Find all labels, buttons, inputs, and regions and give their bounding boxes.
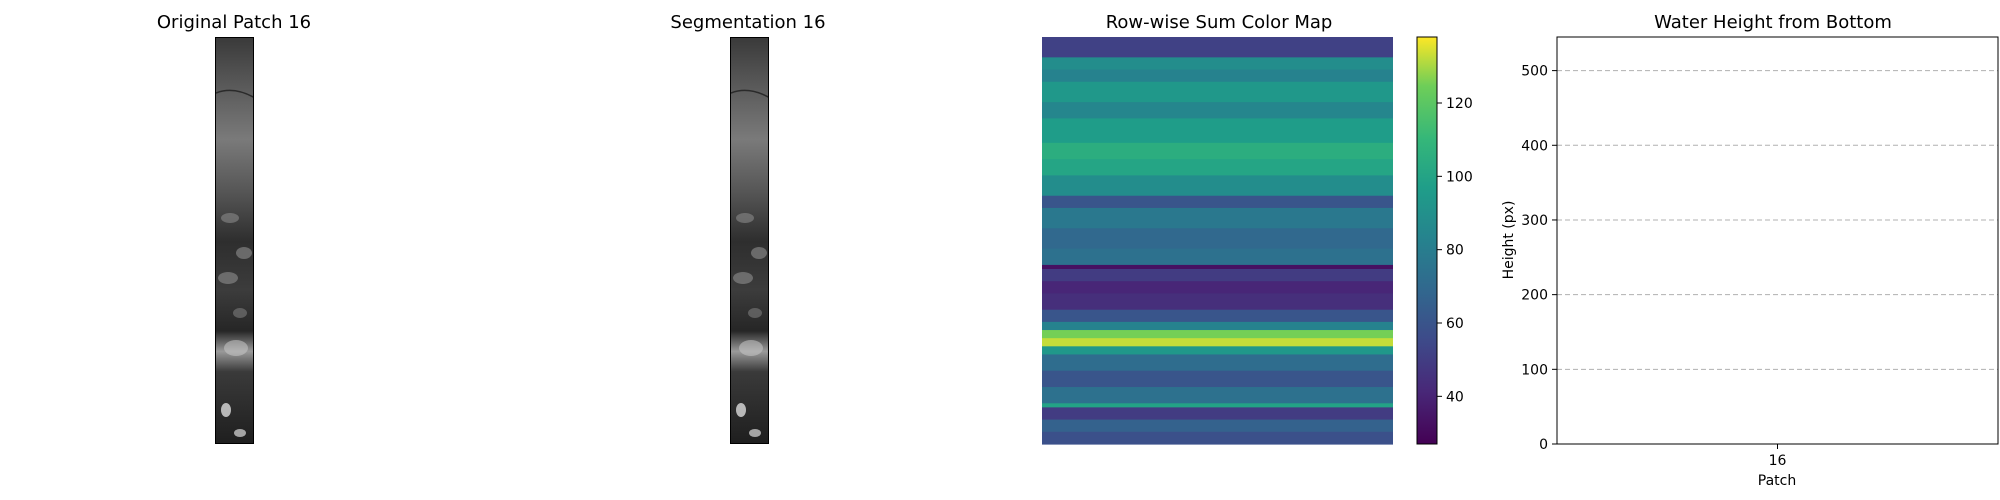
heatmap-row — [1042, 338, 1393, 347]
y-tick-label: 100 — [1521, 362, 1548, 378]
heatmap-row — [1042, 387, 1393, 404]
colorbar-tick-label: 80 — [1446, 243, 1464, 259]
heatmap-row — [1042, 102, 1393, 119]
heatmap-row — [1042, 354, 1393, 372]
x-axis-ticks: 16 — [1769, 444, 1787, 469]
y-axis-ticks: 0 100 200 300 400 500 — [1521, 64, 1557, 453]
colorbar-tick-label: 40 — [1446, 389, 1464, 405]
colorbar-tick-label: 60 — [1446, 316, 1464, 332]
heatmap-row — [1042, 281, 1393, 295]
heatmap-row — [1042, 321, 1393, 331]
panel-title-segmentation: Segmentation 16 — [670, 12, 826, 33]
heatmap-row — [1042, 81, 1393, 103]
original-patch-image — [215, 37, 254, 444]
plot-frame — [1556, 36, 1999, 445]
heatmap-row — [1042, 195, 1393, 209]
y-tick-label: 200 — [1521, 288, 1548, 304]
y-tick-label: 0 — [1539, 437, 1548, 453]
panel-title-colormap: Row-wise Sum Color Map — [1105, 12, 1333, 33]
original-patch-texture — [216, 38, 253, 443]
y-gridlines — [1557, 70, 1998, 370]
x-tick-label: 16 — [1769, 453, 1787, 469]
segmentation-patch-texture — [731, 38, 768, 443]
heatmap-row — [1042, 69, 1393, 83]
y-tick-label: 500 — [1521, 64, 1548, 80]
heatmap-row — [1042, 207, 1393, 229]
heatmap-row — [1042, 175, 1393, 197]
y-tick-label: 300 — [1521, 213, 1548, 229]
heatmap-row — [1042, 268, 1393, 282]
heatmap-row — [1042, 37, 1393, 58]
x-axis-label: Patch — [1758, 473, 1796, 489]
panel-title-original: Original Patch 16 — [156, 12, 312, 33]
heatmap-row — [1042, 293, 1393, 311]
heatmap-row — [1042, 118, 1393, 144]
heatmap-row — [1042, 346, 1393, 356]
heatmap-row — [1042, 431, 1393, 445]
heatmap-row — [1042, 264, 1393, 270]
heatmap-row — [1042, 330, 1393, 339]
heatmap-row — [1042, 228, 1393, 250]
colorbar-tick-label: 100 — [1446, 169, 1473, 185]
heatmap-row — [1042, 370, 1393, 388]
colorbar-tick-label: 120 — [1446, 96, 1473, 112]
heatmap-row — [1042, 57, 1393, 71]
heatmap-row — [1042, 407, 1393, 421]
heatmap-rows — [1042, 37, 1393, 445]
colorbar — [1416, 36, 1438, 445]
heatmap-row — [1042, 159, 1393, 176]
heatmap-row — [1042, 309, 1393, 323]
heatmap-row — [1042, 403, 1393, 408]
colorbar-ticks: 40 60 80 100 120 — [1437, 96, 1473, 405]
segmentation-patch-image — [730, 37, 769, 444]
y-axis-label: Height (px) — [1501, 201, 1517, 280]
heatmap-row — [1042, 142, 1393, 160]
chart-title: Water Height from Bottom — [1654, 12, 1892, 33]
heatmap-row — [1042, 419, 1393, 433]
heatmap-row — [1042, 248, 1393, 266]
y-tick-label: 400 — [1521, 138, 1548, 154]
